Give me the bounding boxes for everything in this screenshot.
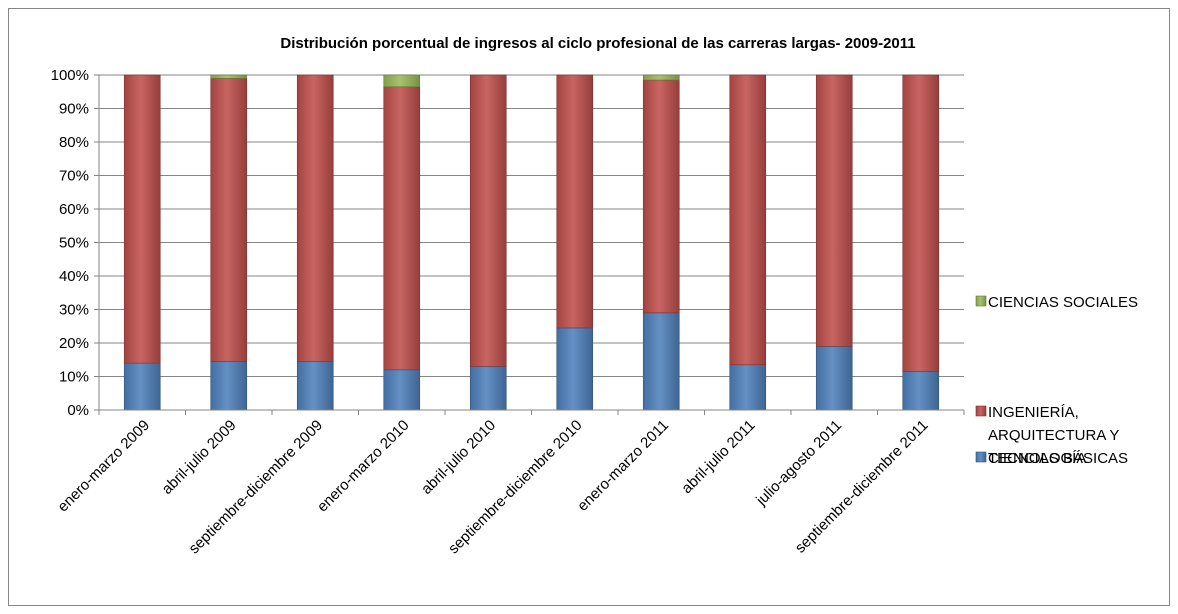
x-category-label: enero-marzo 2009 (54, 417, 153, 516)
x-category-label: julio-agosto 2011 (752, 417, 845, 510)
legend-label: CIENCIAS BÁSICAS (988, 450, 1128, 467)
y-tick-label: 0% (67, 402, 89, 419)
bar-segment (383, 74, 421, 88)
bar-segment (902, 74, 940, 372)
bar-segment (902, 371, 940, 411)
bar-segment (642, 79, 680, 314)
bar-segment (383, 86, 421, 371)
bar-segment (469, 74, 507, 367)
bar-segment (642, 312, 680, 411)
legend-label: ARQUITECTURA Y (988, 427, 1119, 444)
bar-segment (729, 74, 767, 366)
bar-segment (296, 74, 334, 362)
chart-svg: Distribución porcentual de ingresos al c… (51, 35, 1138, 558)
y-tick-label: 10% (59, 369, 89, 386)
legend-item: INGENIERÍA, ARQUITECTURA Y TECNOLOGÍA (975, 404, 1119, 467)
y-axis-tick-labels: 0% 10% 20% 30% 40% 50% 60% 70% 80% 90% 100% (51, 67, 89, 419)
legend-label: INGENIERÍA, (988, 404, 1079, 421)
bar-segment (469, 366, 507, 411)
bar-segment (296, 361, 334, 411)
x-category-label: abril-julio 2009 (159, 417, 240, 498)
y-tick-label: 60% (59, 201, 89, 218)
legend-label: TECNOLOGÍA (988, 450, 1086, 467)
bar-segment (123, 74, 161, 364)
legend-swatch (975, 451, 987, 463)
legend-swatch (975, 295, 987, 307)
x-axis-category-labels: enero-marzo 2009 abril-julio 2009septiemb… (54, 417, 931, 558)
bar-segment (729, 364, 767, 411)
y-tick-label: 100% (51, 67, 89, 84)
x-category-label: abril-julio 2011 (678, 417, 758, 497)
bar-segment (210, 74, 248, 79)
y-tick-label: 20% (59, 335, 89, 352)
chart-frame: Distribución porcentual de ingresos al c… (8, 8, 1170, 606)
bar-segment (383, 369, 421, 411)
y-tick-label: 80% (59, 134, 89, 151)
legend-label: CIENCIAS SOCIALES (988, 294, 1138, 311)
bar-segment (642, 74, 680, 81)
bar-segment (123, 362, 161, 411)
bar-segment (556, 74, 594, 329)
x-category-label: abril-julio 2010 (418, 417, 499, 498)
y-tick-label: 50% (59, 235, 89, 252)
bars (123, 74, 940, 411)
x-category-label: enero-marzo 2011 (574, 417, 672, 515)
bar-segment (815, 74, 853, 347)
y-tick-label: 90% (59, 101, 89, 118)
legend-item: CIENCIAS BÁSICAS (975, 450, 1128, 467)
y-tick-label: 40% (59, 268, 89, 285)
axes (98, 75, 965, 415)
legend: CIENCIAS SOCIALES INGENIERÍA, ARQUITECTURA… (975, 294, 1138, 467)
bar-segment (556, 327, 594, 411)
legend-swatch (975, 405, 987, 417)
bar-segment (210, 361, 248, 411)
bar-segment (815, 346, 853, 411)
bar-segment (210, 78, 248, 362)
y-tick-label: 30% (59, 302, 89, 319)
legend-item: CIENCIAS SOCIALES (975, 294, 1138, 311)
y-tick-label: 70% (59, 168, 89, 185)
chart-title: Distribución porcentual de ingresos al c… (280, 35, 915, 52)
x-category-label: enero-marzo 2010 (314, 417, 413, 516)
